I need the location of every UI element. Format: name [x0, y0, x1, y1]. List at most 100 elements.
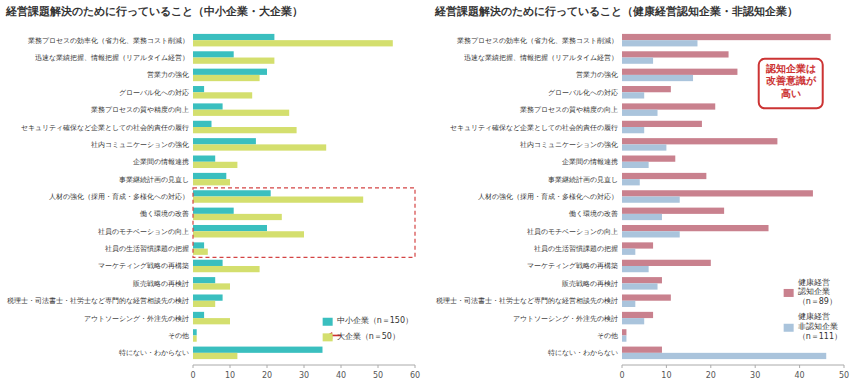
bar: [193, 225, 267, 231]
legend-label: 大企業（n＝50）: [337, 331, 400, 340]
bar: [622, 103, 715, 109]
bar: [622, 301, 635, 307]
category-label: 営業力の強化: [576, 70, 618, 79]
bar: [193, 121, 212, 127]
bar: [622, 329, 626, 335]
bar: [193, 58, 274, 64]
category-label: 営業力の強化: [147, 70, 189, 79]
bar: [193, 266, 260, 272]
category-label: 社内コミュニケーションの強化: [520, 140, 618, 149]
category-label: 販売戦略の再検討: [133, 279, 189, 288]
bar: [622, 260, 711, 266]
bar: [622, 318, 644, 324]
category-label: 社員の生活習慣課題の把握: [105, 244, 189, 253]
legend-label: 健康経営認知企業（n＝89）: [798, 277, 837, 305]
x-tick: [666, 365, 667, 368]
bar: [193, 156, 215, 162]
bar: [193, 329, 197, 335]
bar: [622, 197, 680, 203]
x-tick: [378, 365, 379, 368]
bar: [193, 103, 223, 109]
text-line: 認知企業は: [765, 63, 816, 74]
category-label: 販売戦略の再検討: [562, 279, 618, 288]
category-label: 迅速な業績把握、情報把握（リアルタイム経営）: [464, 53, 618, 62]
text-line: 非認知企業: [798, 322, 838, 331]
x-tick: [755, 365, 756, 368]
legend-swatch: [323, 333, 333, 341]
x-tick-label: 10: [225, 371, 235, 380]
category-label: 事業継続計画の見直し: [548, 175, 618, 184]
x-axis-line: [622, 365, 844, 366]
category-label: 働く環境の改善: [140, 209, 189, 218]
x-tick-label: 30: [299, 371, 309, 380]
bar: [622, 173, 706, 179]
legend-label: 健康経営非認知企業（n＝111）: [798, 312, 842, 340]
x-tick: [193, 365, 194, 368]
bar: [193, 347, 323, 353]
bar: [622, 110, 658, 116]
bar: [622, 162, 649, 168]
bar: [193, 214, 282, 220]
bar: [622, 225, 769, 231]
category-label: 社内コミュニケーションの強化: [91, 140, 189, 149]
bar: [193, 75, 260, 81]
bar: [622, 249, 635, 255]
x-tick: [415, 365, 416, 368]
text-line: 中小企業（n＝150）: [337, 316, 413, 325]
bar: [622, 353, 826, 359]
category-label: 社員のモチベーションの向上: [527, 227, 618, 236]
bar: [193, 86, 204, 92]
bar: [193, 162, 237, 168]
bar: [622, 92, 644, 98]
bar: [622, 277, 662, 283]
legend: 健康経営認知企業（n＝89） 健康経営非認知企業（n＝111）: [784, 277, 842, 340]
bars: [622, 34, 831, 359]
bar: [193, 260, 223, 266]
text-line: 大企業（n＝50）: [337, 331, 400, 340]
x-tick-label: 60: [410, 371, 420, 380]
bar: [193, 69, 267, 75]
bar: [622, 40, 697, 46]
legend-swatch: [784, 324, 794, 332]
category-label: アウトソーシング・外注先の検討: [513, 314, 618, 323]
category-label: 人材の強化（採用・育成・多様化への対応）: [478, 192, 618, 201]
bar: [193, 318, 230, 324]
category-label: 人材の強化（採用・育成・多様化への対応）: [49, 192, 189, 201]
category-label: その他: [168, 331, 189, 340]
chart-panel: 経営課題解決のために行っていること（健康経営認知企業・非認知企業）業務プロセスの…: [434, 5, 849, 380]
bar: [193, 51, 234, 57]
bar: [622, 312, 653, 318]
x-tick: [267, 365, 268, 368]
text-line: 高い: [781, 88, 801, 99]
category-label: 特にない・わからない: [119, 348, 189, 357]
category-label: 社員の生活習慣課題の把握: [534, 244, 618, 253]
bar: [193, 249, 208, 255]
category-label: 業務プロセスの効率化（省力化、業務コスト削減）: [28, 36, 189, 45]
x-tick: [799, 365, 800, 368]
category-label: アウトソーシング・外注先の検討: [84, 314, 189, 323]
x-tick-label: 0: [190, 371, 195, 380]
x-tick-label: 40: [795, 371, 805, 380]
bar: [622, 179, 640, 185]
bar: [193, 144, 326, 150]
highlight-box: [193, 188, 415, 257]
x-tick: [341, 365, 342, 368]
x-tick: [710, 365, 711, 368]
legend-swatch: [784, 289, 794, 297]
bar: [193, 179, 230, 185]
x-tick: [622, 365, 623, 368]
legend-swatch: [323, 318, 333, 326]
bar: [622, 69, 737, 75]
bar: [622, 190, 813, 196]
bar: [193, 197, 363, 203]
x-tick: [230, 365, 231, 368]
x-tick-label: 0: [619, 371, 624, 380]
bar: [622, 58, 653, 64]
category-label: 業務プロセスの質や精度の向上: [91, 105, 189, 114]
bar: [193, 301, 215, 307]
bar: [193, 353, 237, 359]
category-label: 業務プロセスの質や精度の向上: [520, 105, 618, 114]
bar: [193, 312, 204, 318]
bar: [622, 75, 693, 81]
bar: [193, 110, 289, 116]
